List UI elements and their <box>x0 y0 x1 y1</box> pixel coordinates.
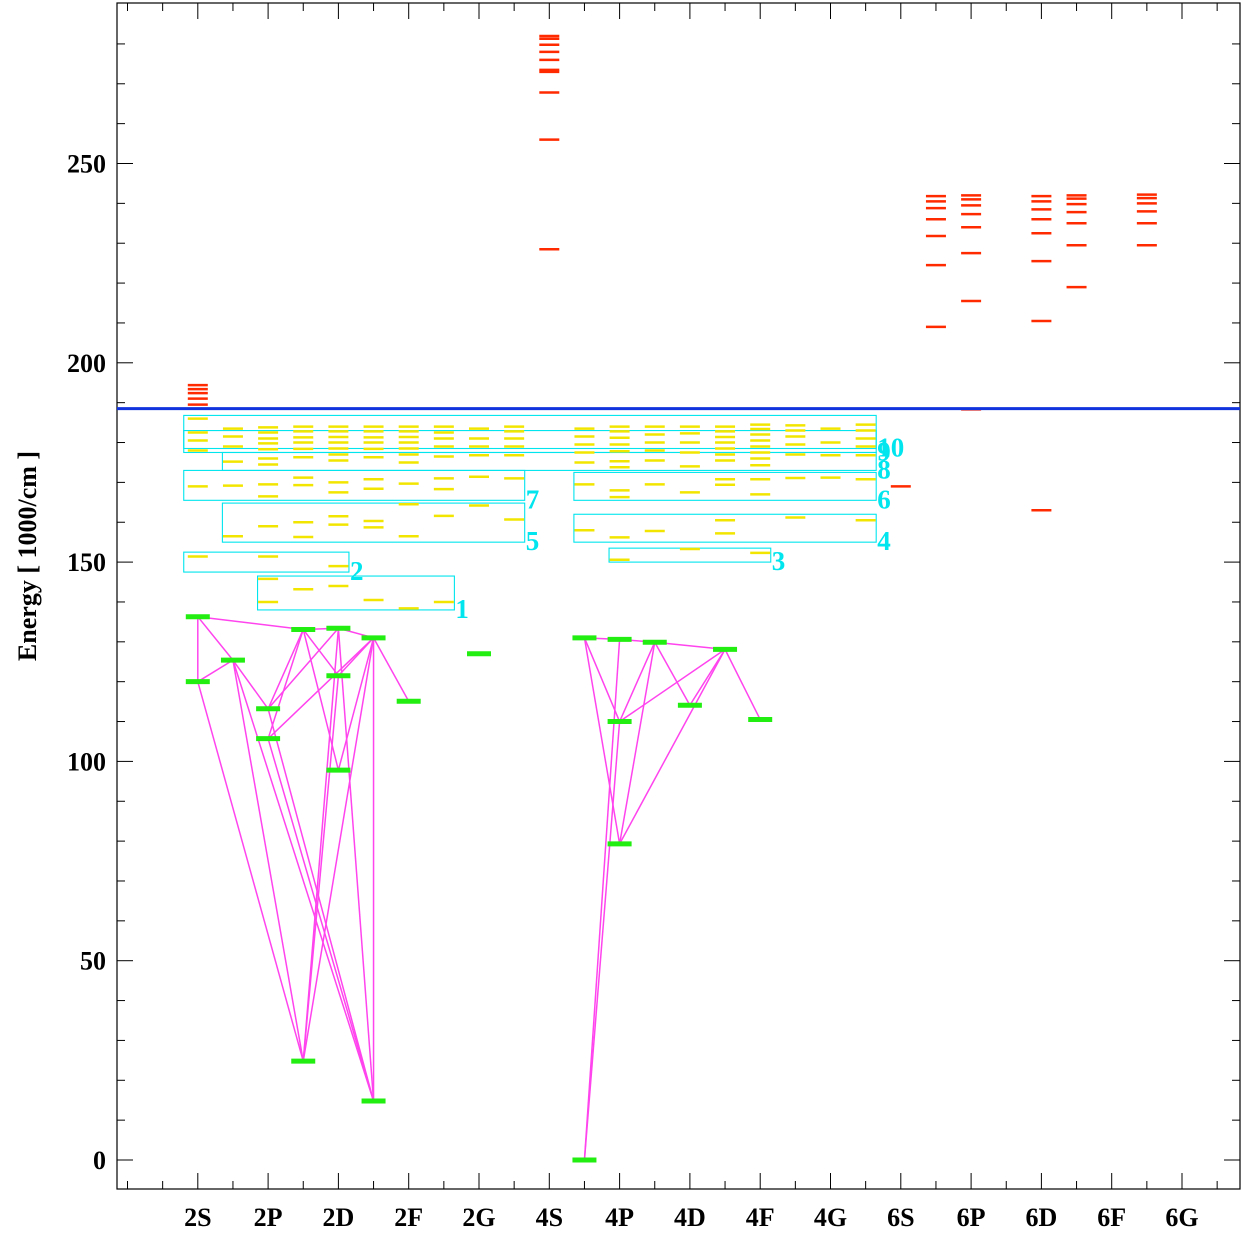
transition-line <box>618 649 726 845</box>
x-tick-label: 6G <box>1165 1203 1198 1232</box>
x-tick-label: 6F <box>1097 1203 1126 1232</box>
transition-line <box>267 637 375 740</box>
level-box <box>183 414 877 450</box>
level-box <box>573 513 877 543</box>
transition-line <box>197 615 304 631</box>
transition-line <box>583 721 621 1161</box>
transition-line <box>337 637 375 771</box>
x-tick-label: 4P <box>605 1203 634 1232</box>
transition-line <box>372 637 410 702</box>
y-tick-label: 250 <box>67 150 106 179</box>
x-tick-label: 2S <box>184 1203 211 1232</box>
level-box <box>221 451 877 471</box>
y-tick-label: 150 <box>67 548 106 577</box>
transition-line <box>267 627 339 710</box>
transition-line <box>337 628 375 1102</box>
x-tick-label: 2F <box>394 1203 423 1232</box>
transition-lines <box>197 615 761 1161</box>
y-tick-label: 200 <box>67 349 106 378</box>
transition-line <box>232 660 304 1062</box>
transition-line <box>232 659 269 710</box>
transition-line <box>302 629 339 677</box>
level-box <box>221 502 526 543</box>
axis-ticks <box>117 3 1240 1189</box>
observed-levels <box>185 614 773 1163</box>
y-tick-labels: 0 50 100 150 200 250 <box>67 150 106 1176</box>
y-axis-label: Energy [ 1000/cm ] <box>13 451 42 661</box>
level-box <box>573 471 877 501</box>
transition-line <box>337 637 375 677</box>
x-tick-label: 6S <box>887 1203 914 1232</box>
transition-line <box>654 641 691 706</box>
transition-line <box>267 629 304 710</box>
computed-levels <box>187 34 1157 512</box>
box-label: 8 <box>877 454 891 484</box>
transition-line <box>619 648 726 723</box>
x-tick-label: 4G <box>814 1203 847 1232</box>
x-tick-label: 4F <box>746 1203 775 1232</box>
x-tick-label: 6D <box>1026 1203 1058 1232</box>
x-tick-label: 2P <box>254 1203 283 1232</box>
transition-line <box>618 642 656 845</box>
box-label: 4 <box>877 526 891 556</box>
box-label: 6 <box>877 484 891 514</box>
transition-line <box>302 637 375 1062</box>
transition-line <box>689 648 726 706</box>
level-box <box>183 551 350 573</box>
transition-line <box>618 641 656 722</box>
transition-line <box>302 675 340 1062</box>
box-label: 1 <box>455 594 469 624</box>
x-tick-labels: 2S 2P 2D 2F 2G 4S 4P 4D 4F 4G 6S 6P 6D 6F 6G <box>184 1203 1199 1232</box>
level-box <box>183 430 877 454</box>
x-tick-label: 6P <box>957 1203 986 1232</box>
transition-line <box>267 629 304 739</box>
y-tick-label: 0 <box>93 1146 106 1175</box>
transition-line <box>232 659 375 1102</box>
plot-frame <box>116 2 1241 1190</box>
transition-line <box>267 738 375 1102</box>
transition-line <box>197 659 234 683</box>
transition-line <box>197 681 304 1062</box>
x-tick-label: 2D <box>323 1203 355 1232</box>
yellow-levels <box>187 417 876 610</box>
transition-line <box>724 649 761 720</box>
transition-line <box>267 708 375 1102</box>
x-tick-label: 4S <box>536 1203 563 1232</box>
box-label: 9 <box>877 436 891 466</box>
box-label: 10 <box>877 432 904 462</box>
y-tick-label: 50 <box>80 947 106 976</box>
x-tick-label: 4D <box>674 1203 706 1232</box>
box-label: 3 <box>772 546 786 576</box>
level-box <box>257 575 455 611</box>
box-label: 2 <box>350 556 364 586</box>
box-label: 7 <box>526 484 540 514</box>
box-label: 5 <box>526 526 540 556</box>
y-tick-label: 100 <box>67 747 106 776</box>
transition-line <box>583 639 621 1161</box>
transition-line <box>583 637 621 845</box>
x-tick-label: 2G <box>462 1203 495 1232</box>
transition-line <box>197 616 234 661</box>
level-box <box>608 547 772 563</box>
transition-line <box>583 637 621 722</box>
